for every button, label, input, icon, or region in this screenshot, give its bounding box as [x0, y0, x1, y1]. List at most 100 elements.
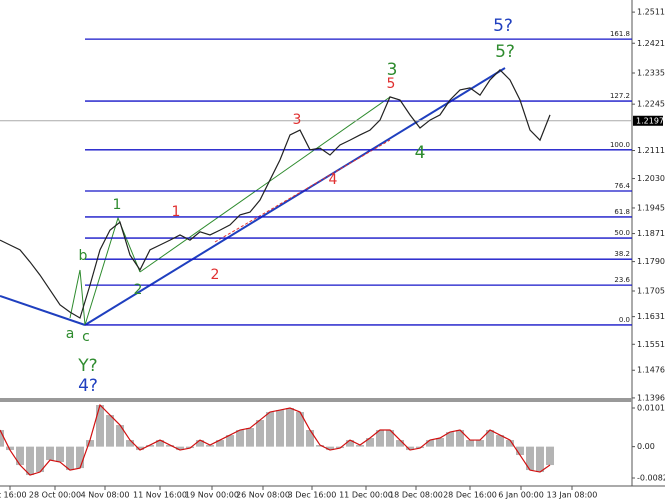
wave-label: 4?: [78, 376, 98, 396]
wave-label: 4: [415, 143, 426, 163]
fib-label: 76.4: [614, 182, 630, 190]
histogram-bar: [156, 440, 164, 447]
wave-label: Y?: [77, 356, 97, 376]
histogram-bar: [26, 446, 34, 476]
histogram-bar: [236, 430, 244, 447]
histogram-bar: [106, 415, 114, 447]
last-price-box: [633, 115, 663, 126]
histogram-bar: [486, 430, 494, 447]
wave-label: a: [66, 326, 75, 342]
histogram-bar: [0, 430, 4, 447]
histogram-bar: [146, 445, 154, 447]
histogram-bar: [56, 446, 64, 463]
histogram-bar: [276, 410, 284, 447]
histogram-bar: [136, 446, 144, 451]
wave-label: b: [79, 248, 88, 264]
wave-label: 5: [387, 76, 396, 92]
histogram-bar: [516, 446, 524, 456]
wave-label: 3: [293, 112, 302, 128]
x-tick-label: 28 Dec 16:00: [443, 491, 497, 500]
fib-label: 38.2: [614, 250, 630, 258]
histogram-bar: [66, 446, 74, 471]
histogram-bar: [546, 446, 554, 466]
histogram-bar: [46, 446, 54, 461]
y-tick-label: 1.2030: [637, 174, 665, 183]
histogram-bar: [286, 408, 294, 447]
histogram-bar: [406, 446, 414, 451]
fib-label: 23.6: [614, 276, 630, 284]
y-tick-label: 1.2111: [637, 146, 665, 155]
histogram-bar: [426, 440, 434, 447]
wave-label: 2: [134, 282, 143, 298]
wave-line: [0, 295, 86, 326]
y-tick-label: 1.1790: [637, 257, 665, 266]
histogram-bar: [436, 438, 444, 447]
histogram-bar: [476, 440, 484, 447]
x-tick-label: ct 16:00: [0, 491, 27, 500]
histogram-bar: [506, 440, 514, 447]
fib-label: 127.2: [610, 92, 630, 100]
y-tick-label: 1.1476: [637, 366, 665, 375]
wave-line: [84, 67, 506, 326]
wave-label: 2: [211, 267, 220, 283]
signal-line: [0, 403, 551, 476]
last-price-label: 1.2197: [636, 116, 664, 125]
wave-label: 1: [172, 204, 181, 220]
histogram-bar: [306, 430, 314, 447]
histogram-bar: [446, 432, 454, 447]
histogram-bar: [536, 446, 544, 473]
wave-label: 3: [387, 60, 398, 80]
histogram-bar: [356, 445, 364, 447]
y-tick-label: 1.2245: [637, 100, 665, 109]
y-tick-label: 0.01014: [637, 403, 665, 412]
y-tick-label: 1.2421: [637, 39, 665, 48]
wave-label: 5?: [495, 42, 515, 62]
histogram-bar: [176, 446, 184, 451]
histogram-bar: [216, 440, 224, 447]
fib-label: 161.8: [610, 30, 630, 38]
x-tick-label: 13 Jan 08:00: [547, 491, 598, 500]
fib-label: 50.0: [614, 229, 630, 237]
y-tick-label: 1.1551: [637, 340, 665, 349]
x-tick-label: 3 Dec 16:00: [288, 491, 337, 500]
histogram-bar: [386, 430, 394, 447]
y-tick-label: 1.1871: [637, 229, 665, 238]
x-tick-label: 28 Oct 00:00: [29, 491, 81, 500]
histogram-bar: [526, 446, 534, 471]
histogram-bar: [256, 420, 264, 447]
histogram-bar: [316, 445, 324, 447]
x-tick-label: 6 Jan 00:00: [498, 491, 544, 500]
y-tick-label: 1.2335: [637, 69, 665, 78]
histogram-bar: [76, 446, 84, 469]
histogram-bar: [296, 412, 304, 447]
histogram-bar: [16, 446, 24, 466]
y-tick-label: -0.00823: [637, 474, 665, 483]
histogram-bar: [366, 438, 374, 447]
histogram-bar: [226, 435, 234, 447]
histogram-bar: [396, 440, 404, 447]
x-tick-label: 26 Nov 08:00: [236, 491, 290, 500]
y-tick-label: 1.1396: [637, 393, 665, 402]
histogram-bar: [6, 446, 14, 451]
x-tick-label: 4 Nov 08:00: [81, 491, 130, 500]
y-tick-label: 1.1705: [637, 287, 665, 296]
histogram-bar: [456, 430, 464, 447]
histogram-bar: [116, 425, 124, 447]
fib-label: 100.0: [610, 141, 630, 149]
channel-line: [139, 96, 391, 273]
y-tick-label: 1.1631: [637, 312, 665, 321]
y-tick-label: 1.1945: [637, 203, 665, 212]
histogram-bar: [346, 440, 354, 447]
histogram-bar: [166, 445, 174, 447]
price-line: [0, 69, 551, 319]
wave-label: 5?: [493, 16, 513, 36]
y-tick-label: 0.00: [637, 442, 655, 451]
histogram-bar: [86, 440, 94, 447]
wave-label: c: [82, 329, 90, 345]
histogram-bar: [36, 446, 44, 473]
histogram-bar: [266, 412, 274, 447]
x-tick-label: 18 Dec 08:00: [389, 491, 443, 500]
pane-separator: [0, 398, 632, 402]
histogram-bar: [326, 446, 334, 451]
